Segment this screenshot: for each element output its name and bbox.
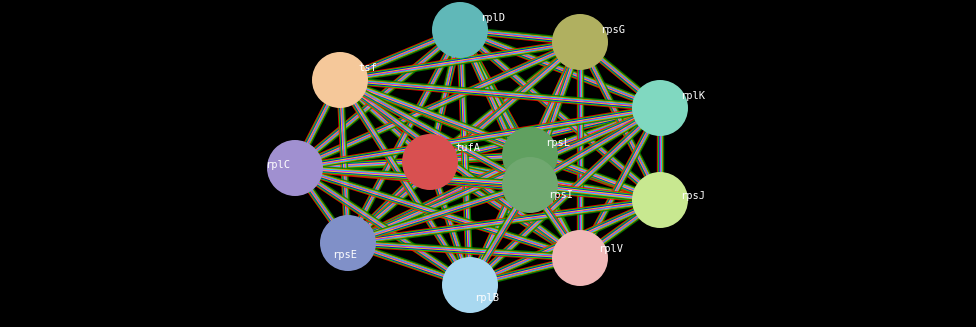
Text: rplK: rplK bbox=[680, 91, 705, 101]
Text: rplC: rplC bbox=[265, 160, 290, 170]
Circle shape bbox=[320, 215, 376, 271]
Circle shape bbox=[632, 80, 688, 136]
Text: rpsE: rpsE bbox=[332, 250, 357, 260]
Circle shape bbox=[502, 157, 558, 213]
Circle shape bbox=[442, 257, 498, 313]
Text: tsf: tsf bbox=[358, 63, 377, 73]
Circle shape bbox=[632, 172, 688, 228]
Text: tufA: tufA bbox=[455, 143, 480, 153]
Circle shape bbox=[502, 127, 558, 183]
Text: rpsL: rpsL bbox=[545, 138, 570, 148]
Text: rplD: rplD bbox=[480, 13, 505, 23]
Circle shape bbox=[267, 140, 323, 196]
Text: rpsI: rpsI bbox=[548, 190, 573, 200]
Circle shape bbox=[432, 2, 488, 58]
Text: rpsG: rpsG bbox=[600, 25, 625, 35]
Circle shape bbox=[552, 230, 608, 286]
Text: rpsJ: rpsJ bbox=[680, 191, 705, 201]
Text: rplV: rplV bbox=[598, 244, 623, 254]
Circle shape bbox=[402, 134, 458, 190]
Circle shape bbox=[312, 52, 368, 108]
Text: rplB: rplB bbox=[474, 293, 499, 303]
Circle shape bbox=[552, 14, 608, 70]
